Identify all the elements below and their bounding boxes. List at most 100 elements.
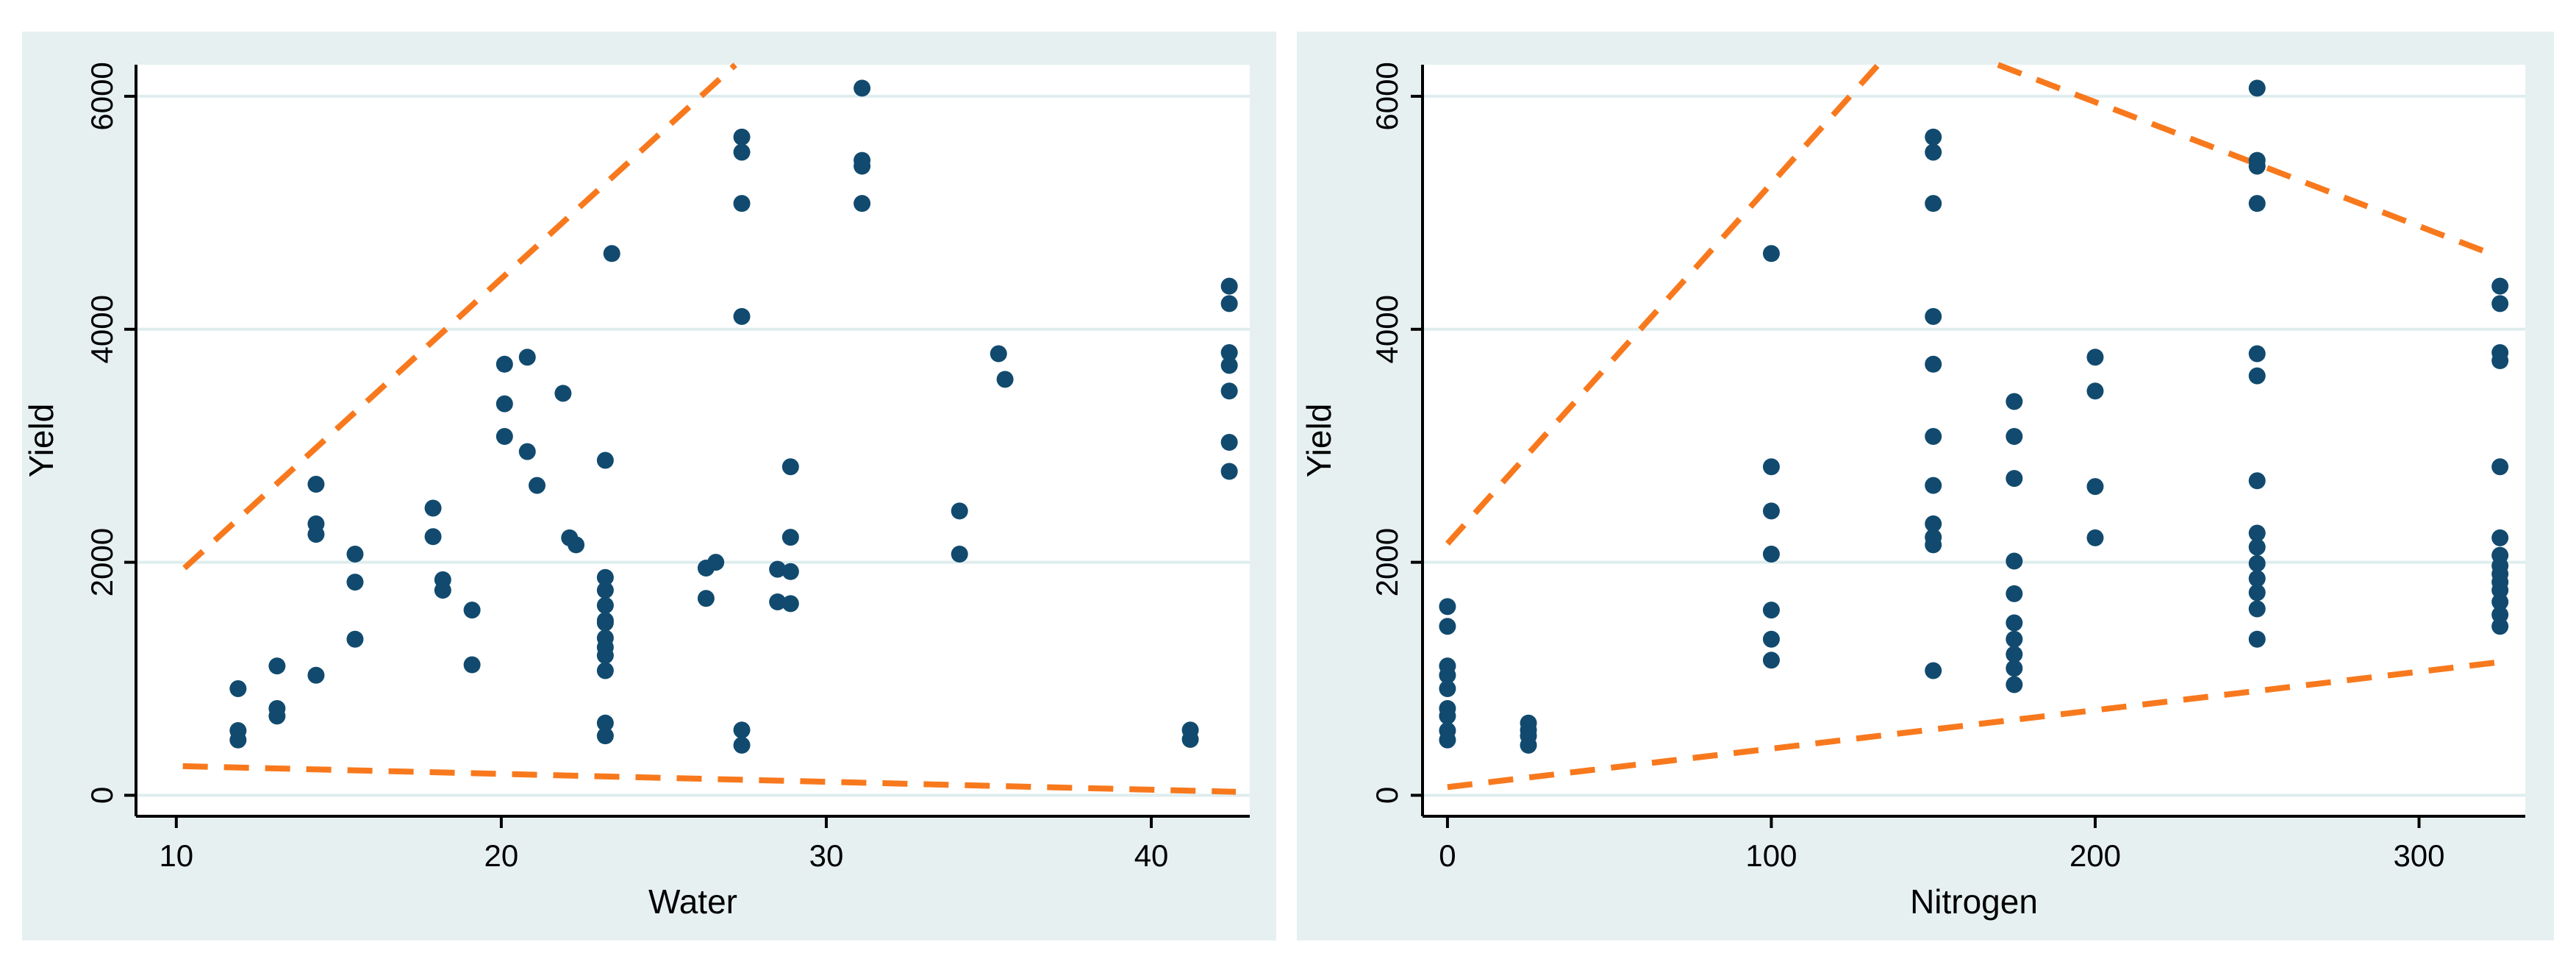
y-axis-title: Yield [1300, 404, 1338, 478]
data-point [2086, 478, 2104, 496]
data-point [996, 371, 1014, 388]
data-point [568, 536, 585, 554]
data-point [854, 157, 871, 175]
data-point [1220, 357, 1238, 374]
data-point [854, 79, 871, 97]
data-point [495, 355, 513, 373]
data-point [1439, 618, 1456, 635]
frontier-dashed-line-1 [182, 63, 737, 571]
data-point [2006, 585, 2023, 602]
y-tick-label: 0 [1370, 787, 1404, 804]
data-point [2491, 582, 2509, 599]
data-point [596, 646, 614, 664]
data-point [1220, 463, 1238, 480]
data-point [495, 395, 513, 413]
data-point [1520, 736, 1537, 754]
data-point [769, 593, 787, 610]
y-tick-label: 4000 [1370, 295, 1404, 363]
x-axis-title: Water [648, 882, 737, 921]
y-tick-label: 6000 [85, 62, 119, 130]
data-point [1220, 382, 1238, 400]
data-point [1762, 602, 1780, 619]
data-point [229, 731, 247, 749]
data-point [1762, 652, 1780, 669]
frontier-dashed-line-1 [1445, 63, 1881, 546]
data-point [463, 656, 481, 674]
data-point [596, 568, 614, 586]
data-point [2248, 472, 2266, 490]
data-point [1925, 662, 1942, 679]
data-point [2248, 345, 2266, 363]
data-point [603, 245, 620, 263]
data-point [2248, 538, 2266, 556]
y-tick-label: 6000 [1370, 62, 1404, 130]
data-point [2248, 584, 2266, 602]
data-point [1925, 307, 1942, 325]
data-point [2491, 458, 2509, 476]
data-point [1762, 630, 1780, 648]
x-tick-label: 20 [484, 838, 519, 873]
data-point [2006, 660, 2023, 677]
data-point [2491, 529, 2509, 546]
data-point [990, 345, 1007, 363]
data-point [2006, 646, 2023, 663]
data-point [1925, 477, 1942, 494]
data-point [529, 477, 546, 494]
data-point [424, 499, 442, 517]
data-point [229, 680, 247, 698]
frontier-dashed-line-3 [1447, 658, 2507, 791]
x-tick-label: 40 [1134, 838, 1169, 873]
data-point [495, 428, 513, 446]
data-point [733, 736, 751, 754]
data-point [2491, 606, 2509, 624]
data-point [2006, 614, 2023, 632]
data-point [2086, 349, 2104, 366]
data-point [346, 630, 364, 648]
data-point [951, 502, 968, 520]
data-point [2248, 554, 2266, 572]
data-point [1439, 666, 1456, 684]
data-point [1439, 680, 1456, 698]
data-point [1220, 277, 1238, 295]
y-tick-label: 4000 [85, 295, 119, 363]
data-point [1439, 598, 1456, 615]
data-point [1925, 428, 1942, 446]
data-point [2248, 524, 2266, 542]
data-point [1439, 731, 1456, 749]
data-point [781, 529, 799, 546]
data-point [346, 546, 364, 563]
data-point [2086, 382, 2104, 400]
data-point [1925, 355, 1942, 373]
y-tick-label: 2000 [1370, 528, 1404, 596]
data-point [2491, 295, 2509, 313]
data-point [1925, 143, 1942, 161]
data-point [596, 596, 614, 614]
right-chart-panel: 0 2000 4000 6000 0 100 200 300 Nitrogen Yield [1297, 32, 2554, 941]
data-point [518, 349, 536, 366]
data-point [2491, 277, 2509, 295]
data-point [769, 560, 787, 578]
data-point [2248, 157, 2266, 175]
data-point [781, 458, 799, 476]
data-point [1762, 546, 1780, 563]
data-point [518, 443, 536, 460]
data-point [2006, 470, 2023, 488]
data-point [2248, 79, 2266, 97]
data-point [307, 475, 325, 493]
data-point [2491, 618, 2509, 635]
data-point [951, 546, 968, 563]
data-point [733, 195, 751, 213]
x-tick-label: 300 [2393, 838, 2444, 873]
data-point [733, 143, 751, 161]
frontier-dashed-line-2 [182, 763, 1237, 795]
data-point [2248, 195, 2266, 213]
data-point [346, 574, 364, 591]
y-axis-title: Yield [22, 404, 60, 478]
data-point [2248, 367, 2266, 385]
data-point [1439, 707, 1456, 725]
data-point [1762, 245, 1780, 263]
data-point [707, 554, 725, 571]
data-point [1925, 536, 1942, 554]
data-point [2006, 676, 2023, 693]
data-point [1925, 128, 1942, 146]
